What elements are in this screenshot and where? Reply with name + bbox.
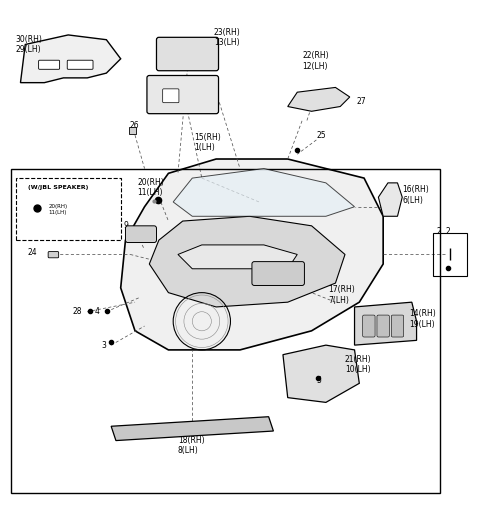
Text: 22(RH)
12(LH): 22(RH) 12(LH) [302, 52, 329, 71]
PathPatch shape [149, 216, 345, 307]
FancyBboxPatch shape [147, 76, 218, 114]
PathPatch shape [21, 35, 120, 83]
Text: 25: 25 [316, 130, 326, 139]
Text: 2: 2 [445, 227, 450, 236]
FancyBboxPatch shape [125, 226, 156, 242]
Text: 3: 3 [102, 341, 107, 350]
Text: 2: 2 [437, 227, 442, 236]
FancyBboxPatch shape [363, 315, 375, 337]
Text: 26: 26 [129, 121, 139, 130]
Text: 14(RH)
19(LH): 14(RH) 19(LH) [409, 309, 436, 328]
FancyBboxPatch shape [38, 60, 60, 69]
PathPatch shape [111, 417, 274, 440]
PathPatch shape [173, 168, 355, 216]
Text: 20(RH)
11(LH): 20(RH) 11(LH) [137, 178, 164, 197]
Text: 20(RH): 20(RH) [48, 204, 67, 209]
Text: 18(RH)
8(LH): 18(RH) 8(LH) [178, 436, 204, 455]
FancyBboxPatch shape [163, 89, 179, 103]
Bar [433, 233, 467, 276]
FancyBboxPatch shape [48, 252, 59, 258]
Text: 27: 27 [357, 97, 367, 106]
Text: 5: 5 [316, 376, 321, 385]
Text: 11(LH): 11(LH) [48, 210, 67, 215]
PathPatch shape [378, 183, 402, 216]
FancyBboxPatch shape [156, 37, 218, 71]
Text: 28: 28 [72, 307, 82, 316]
Text: 30(RH)
29(LH): 30(RH) 29(LH) [16, 35, 43, 54]
Text: 9: 9 [123, 221, 128, 230]
PathPatch shape [283, 345, 360, 402]
PathPatch shape [355, 302, 417, 345]
FancyBboxPatch shape [391, 315, 404, 337]
Text: 17(RH)
7(LH): 17(RH) 7(LH) [328, 285, 355, 305]
Text: 24: 24 [28, 248, 37, 257]
FancyBboxPatch shape [67, 60, 93, 69]
Bar [129, 127, 136, 134]
Text: 4: 4 [95, 307, 99, 316]
Text: 16(RH)
6(LH): 16(RH) 6(LH) [402, 185, 429, 204]
PathPatch shape [178, 245, 297, 269]
FancyBboxPatch shape [377, 315, 389, 337]
Bar [11, 168, 441, 493]
Bar [16, 178, 120, 240]
Text: 21(RH)
10(LH): 21(RH) 10(LH) [345, 354, 372, 374]
Text: (W/JBL SPEAKER): (W/JBL SPEAKER) [28, 185, 88, 190]
Text: 15(RH)
1(LH): 15(RH) 1(LH) [195, 133, 221, 152]
PathPatch shape [288, 88, 350, 111]
PathPatch shape [120, 159, 383, 350]
Text: 23(RH)
13(LH): 23(RH) 13(LH) [214, 27, 240, 47]
FancyBboxPatch shape [252, 261, 304, 286]
